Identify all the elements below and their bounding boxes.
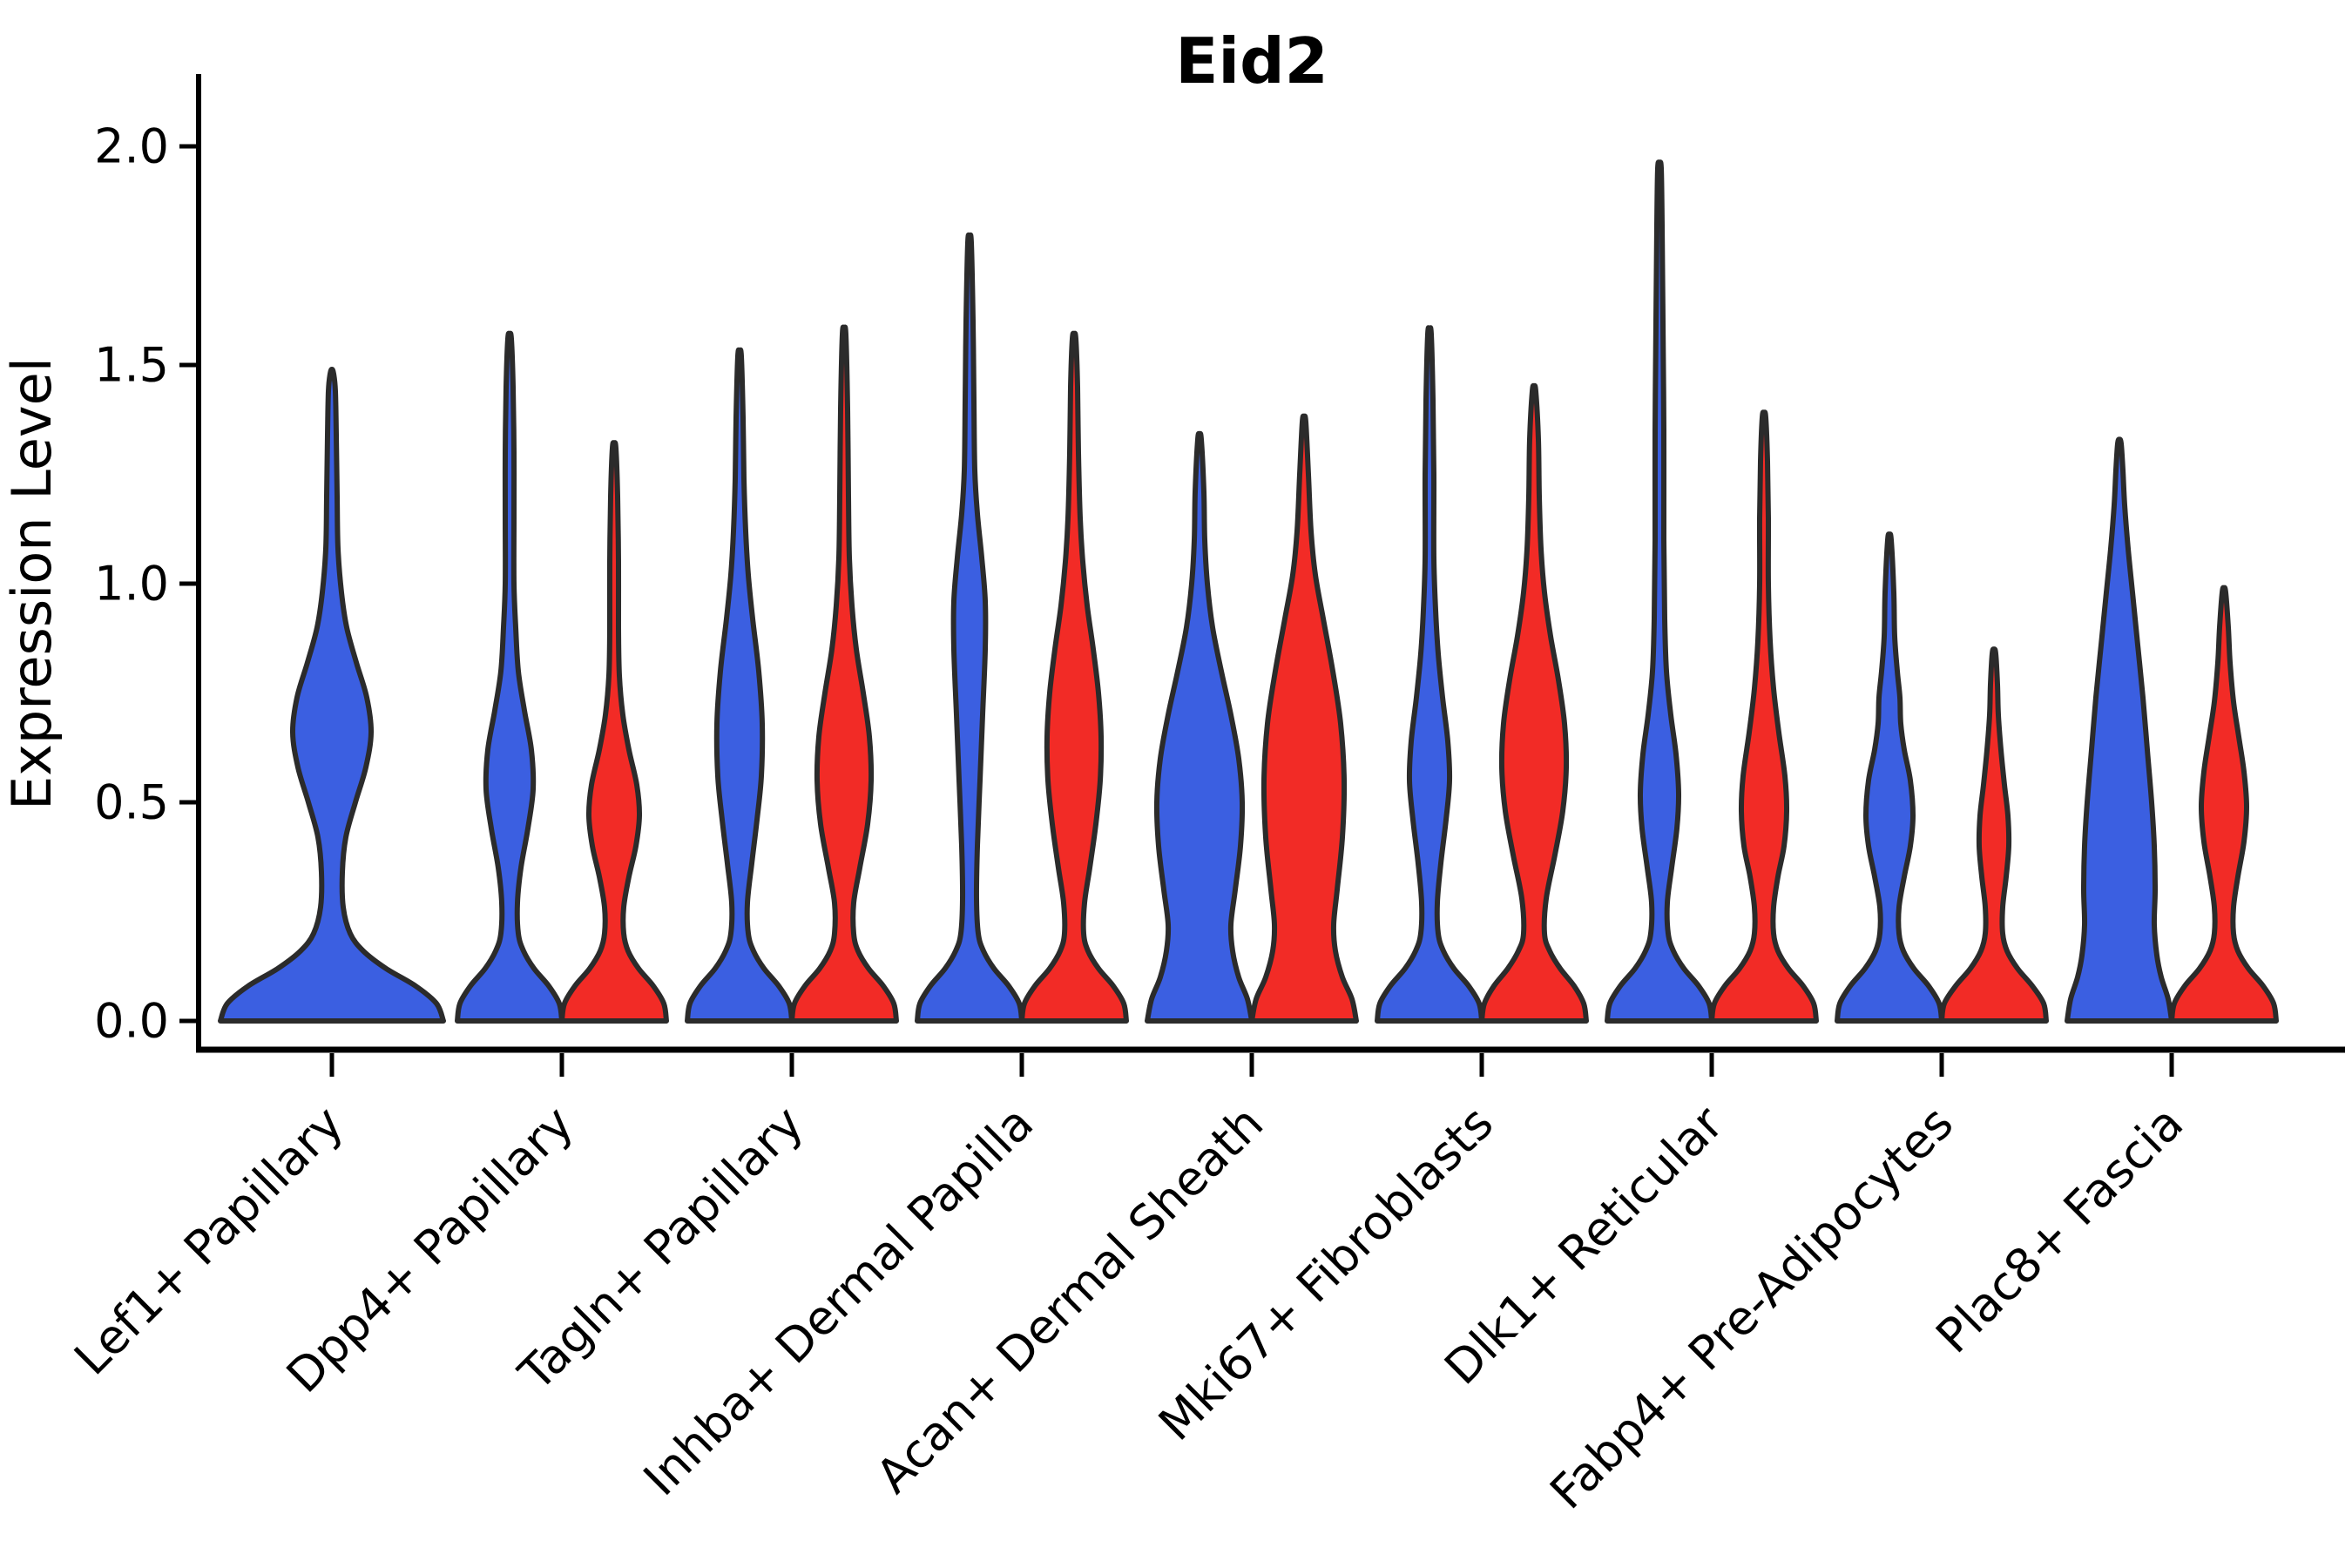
violin-blue-8: [2065, 436, 2174, 1024]
violin-blue-0: [218, 367, 446, 1024]
violin-red-2: [789, 324, 899, 1024]
violin-blue-5: [1375, 325, 1484, 1024]
violin-red-8: [2169, 585, 2279, 1024]
x-tick-label: Plac8+ Fascia: [1925, 1096, 2193, 1364]
violin-blue-4: [1145, 430, 1254, 1024]
violin-red-6: [1709, 409, 1819, 1024]
chart-title: Eid2: [1175, 24, 1328, 98]
x-tick-label: Fabp4+ Pre-Adipocytes: [1539, 1096, 1963, 1520]
violin-red-7: [1939, 646, 2049, 1024]
y-tick-label: 0.5: [94, 775, 169, 830]
violin-blue-7: [1835, 531, 1944, 1024]
violin-red-3: [1019, 330, 1129, 1024]
violin-red-1: [559, 440, 669, 1024]
violin-red-4: [1249, 413, 1359, 1024]
y-tick-label: 1.5: [94, 338, 169, 393]
y-axis-label: Expression Level: [0, 357, 64, 810]
x-tick-label: Inhba+ Dermal Papilla: [633, 1096, 1044, 1506]
violin-blue-6: [1605, 159, 1714, 1024]
violin-blue-3: [915, 232, 1024, 1024]
y-tick-label: 0.0: [94, 994, 169, 1049]
violin-red-5: [1479, 382, 1589, 1024]
y-tick-label: 2.0: [94, 119, 169, 174]
violin-blue-1: [455, 330, 564, 1024]
x-tick-label: Acan+ Dermal Sheath: [866, 1096, 1274, 1504]
y-tick-label: 1.0: [94, 557, 169, 612]
violin-blue-2: [685, 347, 794, 1024]
